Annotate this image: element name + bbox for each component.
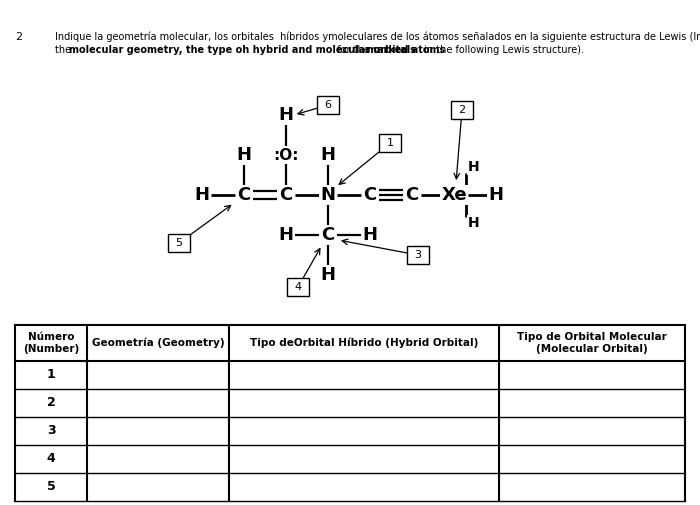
Text: 4: 4 (47, 452, 55, 466)
Text: Tipo deOrbital Híbrido (Hybrid Orbital): Tipo deOrbital Híbrido (Hybrid Orbital) (250, 338, 478, 348)
Text: 1: 1 (386, 138, 393, 148)
Text: 5: 5 (47, 480, 55, 493)
Text: C: C (405, 186, 419, 204)
Text: :O:: :O: (273, 147, 299, 163)
Text: 3: 3 (47, 425, 55, 437)
Text: N: N (321, 186, 335, 204)
Text: C: C (237, 186, 251, 204)
Text: C: C (363, 186, 377, 204)
Text: H: H (489, 186, 503, 204)
Text: Xe: Xe (441, 186, 467, 204)
Text: H: H (363, 226, 377, 244)
Text: Geometría (Geometry): Geometría (Geometry) (92, 338, 224, 348)
Text: 2: 2 (47, 396, 55, 410)
Text: C: C (321, 226, 335, 244)
Text: H: H (237, 146, 251, 164)
Text: H: H (321, 266, 335, 284)
Text: the: the (55, 45, 74, 55)
Text: 2: 2 (458, 105, 466, 115)
Text: 2: 2 (15, 32, 22, 42)
Text: 6: 6 (325, 100, 332, 110)
Text: 3: 3 (414, 250, 421, 260)
Bar (317, 96, 339, 114)
Bar (451, 101, 473, 119)
Bar (379, 134, 401, 152)
Text: Tipo de Orbital Molecular
(Molecular Orbital): Tipo de Orbital Molecular (Molecular Orb… (517, 332, 667, 354)
Text: H: H (279, 106, 293, 124)
Text: C: C (279, 186, 293, 204)
Text: Indique la geometría molecular, los orbitales  híbridos ymoleculares de los átom: Indique la geometría molecular, los orbi… (55, 32, 700, 42)
Text: marked atoms: marked atoms (367, 45, 445, 55)
Bar (407, 246, 429, 264)
Text: 5: 5 (176, 238, 183, 248)
Bar (168, 234, 190, 252)
Text: H: H (468, 216, 480, 230)
Text: H: H (468, 160, 480, 174)
Text: molecular geometry, the type oh hybrid and molecular orbitals: molecular geometry, the type oh hybrid a… (69, 45, 416, 55)
Text: 4: 4 (295, 282, 302, 292)
Bar (15, 325, 685, 501)
Text: in the following Lewis structure).: in the following Lewis structure). (421, 45, 584, 55)
Text: H: H (195, 186, 209, 204)
Text: H: H (279, 226, 293, 244)
Text: 1: 1 (47, 369, 55, 381)
Bar (287, 278, 309, 296)
Text: H: H (321, 146, 335, 164)
Text: Número
(Number): Número (Number) (23, 332, 79, 354)
Text: for the: for the (331, 45, 373, 55)
